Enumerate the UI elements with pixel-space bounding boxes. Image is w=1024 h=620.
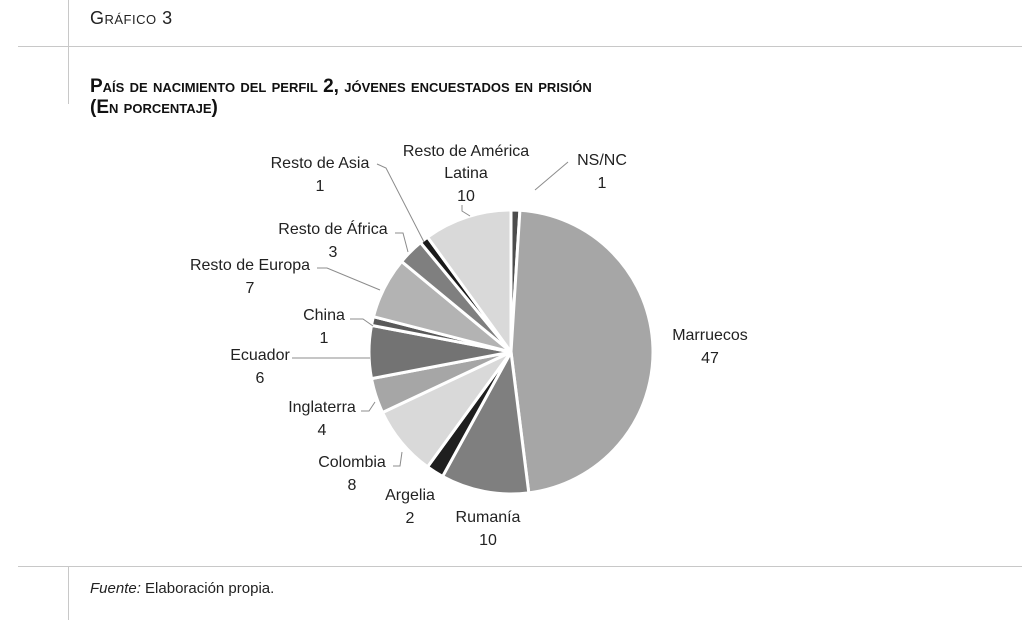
leader-line-inglaterra — [361, 401, 376, 412]
data-label-resto-de-africa: Resto de África — [278, 219, 387, 238]
data-label-marruecos: Marruecos — [672, 327, 748, 344]
data-label-resto-de-asia: Resto de Asia — [271, 155, 370, 172]
data-label-inglaterra-value: 4 — [318, 422, 327, 439]
data-label-resto-de-asia-value: 1 — [316, 178, 325, 195]
chart-title: País de nacimiento del perfil 2, jóvenes… — [90, 76, 810, 118]
pie-slice-rumania — [441, 350, 531, 496]
leader-line-resto-de-africa — [395, 232, 409, 253]
data-label-argelia: Argelia — [385, 487, 435, 504]
data-label-ecuador: Ecuador — [230, 347, 290, 364]
leader-line-china — [350, 318, 374, 327]
data-label-ns-nc: NS/NC — [577, 152, 627, 169]
left-rule-bottom — [68, 566, 69, 620]
graph-number-label: Gráfico 3 — [90, 8, 173, 28]
leader-line-resto-de-europa — [317, 267, 381, 291]
source-note: Fuente: Elaboración propia. — [90, 580, 274, 597]
data-label-argelia-value: 2 — [406, 510, 415, 527]
data-label-ns-nc-value: 1 — [598, 175, 607, 192]
data-label-resto-de-america-latina-line-1: Resto de América — [403, 143, 529, 160]
leader-line-resto-de-asia — [376, 163, 425, 243]
data-label-colombia: Colombia — [318, 454, 386, 471]
chart-title-main: País de nacimiento del perfil 2, jóvenes… — [90, 76, 592, 97]
left-rule-top — [68, 0, 69, 104]
data-label-resto-de-america-latina-value: 10 — [457, 188, 475, 205]
data-label-china-value: 1 — [320, 330, 329, 347]
source-text: Elaboración propia. — [145, 580, 275, 597]
data-label-inglaterra: Inglaterra — [288, 399, 356, 416]
source-label: Fuente: — [90, 580, 141, 597]
leader-line-colombia — [393, 451, 403, 467]
data-label-resto-de-america-latina-line-2: Latina — [444, 165, 488, 182]
leader-line-resto-de-america-latina — [461, 205, 471, 217]
data-label-rumania-value: 10 — [479, 532, 497, 549]
bottom-divider — [18, 566, 1022, 567]
data-label-resto-de-europa: Resto de Europa — [190, 257, 310, 274]
data-label-resto-de-europa-value: 7 — [246, 280, 255, 297]
pie-slice-marruecos — [509, 208, 655, 495]
data-label-rumania: Rumanía — [456, 509, 521, 526]
data-label-ecuador-value: 6 — [256, 370, 265, 387]
pie-slice-resto-de-america-latina — [426, 208, 513, 354]
chart-subtitle: (En porcentaje) — [90, 97, 218, 118]
top-divider — [18, 46, 1022, 47]
data-label-colombia-value: 8 — [348, 477, 357, 494]
data-label-marruecos-value: 47 — [701, 350, 719, 367]
data-label-resto-de-africa-value: 3 — [329, 244, 338, 261]
data-label-china: China — [303, 307, 345, 324]
leader-line-ns-nc — [534, 161, 569, 191]
